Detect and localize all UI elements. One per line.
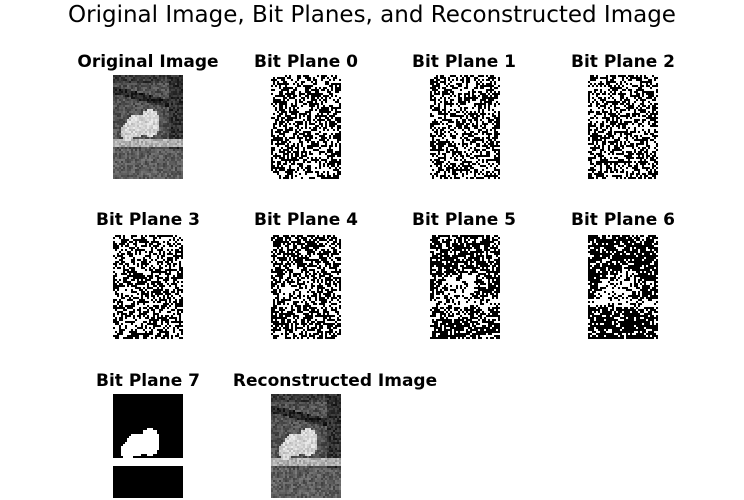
panel-title-bit-plane-2: Bit Plane 2 [571,52,675,72]
bit-plane-6-image [588,235,658,339]
bit-plane-2-image [588,75,658,179]
bit-plane-7-image [113,394,183,498]
reconstructed-graphic [271,394,341,498]
panel-title-original: Original Image [77,52,219,72]
panel-title-bit-plane-6: Bit Plane 6 [571,210,675,230]
bit-plane-5-image [430,235,500,339]
bit-plane-1-graphic [430,75,500,179]
original-image [113,75,183,179]
bit-plane-3-graphic [113,235,183,339]
bit-plane-4-image [271,235,341,339]
figure-title: Original Image, Bit Planes, and Reconstr… [68,2,676,28]
bit-plane-6-graphic [588,235,658,339]
panel-title-bit-plane-0: Bit Plane 0 [254,52,358,72]
bit-plane-3-image [113,235,183,339]
bit-plane-2-graphic [588,75,658,179]
bit-plane-0-graphic [271,75,341,179]
panel-title-reconstructed: Reconstructed Image [232,371,438,391]
bit-plane-0-image [271,75,341,179]
panel-title-bit-plane-7: Bit Plane 7 [96,371,200,391]
panel-title-bit-plane-3: Bit Plane 3 [96,210,200,230]
bit-plane-7-graphic [113,394,183,498]
panel-title-bit-plane-5: Bit Plane 5 [412,210,516,230]
panel-title-bit-plane-1: Bit Plane 1 [412,52,516,72]
panel-title-bit-plane-4: Bit Plane 4 [254,210,358,230]
bit-plane-4-graphic [271,235,341,339]
bit-plane-5-graphic [430,235,500,339]
original-graphic [113,75,183,179]
bit-plane-1-image [430,75,500,179]
reconstructed-image [271,394,341,498]
